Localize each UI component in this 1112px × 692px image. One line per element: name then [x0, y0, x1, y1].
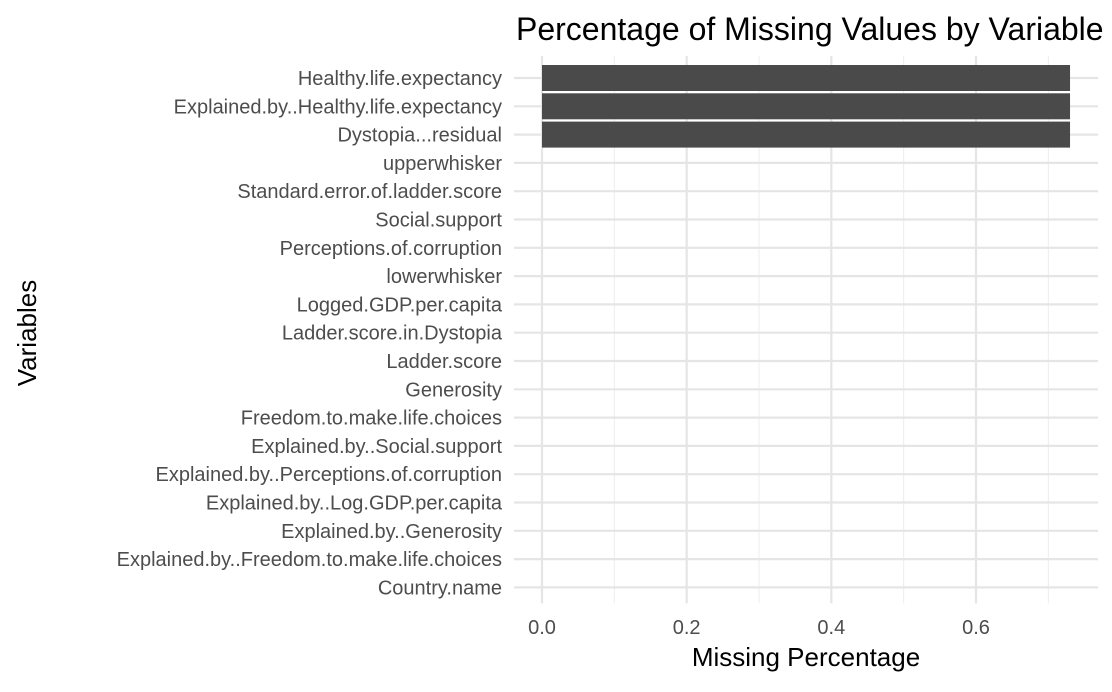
y-tick-label: Logged.GDP.per.capita [297, 294, 503, 316]
y-tick-label: Social.support [375, 210, 502, 232]
y-tick-label: lowerwhisker [386, 266, 502, 288]
y-tick-label: Generosity [405, 379, 502, 401]
y-tick-label: Explained.by..Social.support [251, 436, 502, 458]
y-tick-label: upperwhisker [383, 153, 502, 175]
y-tick-label: Explained.by..Perceptions.of.corruption [156, 464, 503, 486]
y-tick-label: Ladder.score [386, 351, 502, 373]
y-tick-label: Country.name [378, 577, 502, 599]
chart-title: Percentage of Missing Values by Variable [516, 11, 1104, 47]
tick-labels: Healthy.life.expectancy Explained.by..Hea… [117, 68, 990, 639]
x-tick-label: 0.6 [962, 617, 990, 639]
y-tick-label: Ladder.score.in.Dystopia [282, 323, 503, 345]
y-tick-label: Standard.error.of.ladder.score [237, 181, 502, 203]
x-tick-label: 0.0 [528, 617, 556, 639]
bar [542, 65, 1071, 91]
x-tick-label: 0.2 [673, 617, 701, 639]
y-tick-label: Freedom.to.make.life.choices [241, 408, 502, 430]
x-tick-label: 0.4 [817, 617, 845, 639]
bar [542, 121, 1071, 148]
y-tick-label: Healthy.life.expectancy [298, 68, 502, 90]
y-tick-label: Perceptions.of.corruption [280, 238, 502, 260]
y-tick-label: Explained.by..Freedom.to.make.life.choic… [117, 549, 502, 571]
y-tick-label: Explained.by..Healthy.life.expectancy [174, 96, 502, 118]
y-tick-label: Explained.by..Log.GDP.per.capita [206, 493, 503, 515]
bar [542, 93, 1071, 120]
y-axis-title: Variables [12, 280, 42, 386]
y-tick-label: Explained.by..Generosity [281, 521, 502, 543]
x-axis-title: Missing Percentage [692, 642, 920, 672]
bars [542, 65, 1071, 148]
y-tick-label: Dystopia...residual [337, 125, 502, 147]
